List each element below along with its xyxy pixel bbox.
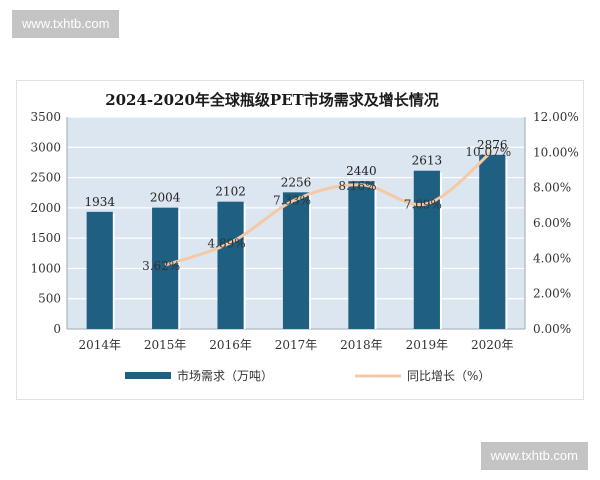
right-axis-tick-label: 2.00% (533, 287, 571, 301)
bar-value-label: 2256 (281, 175, 312, 189)
x-axis-tick-label: 2015年 (144, 338, 187, 352)
line-value-label: 3.62% (142, 259, 180, 273)
chart-title: 2024-2020年全球瓶级PET市场需求及增长情况 (105, 91, 439, 109)
growth-line (164, 149, 494, 267)
x-axis-labels: 2014年 2015年 2016年 2017年 2018年 2019年 2020年 (78, 338, 513, 352)
bar-series (86, 154, 508, 329)
right-axis-tick-label: 0.00% (533, 322, 571, 336)
legend-bar-swatch (125, 372, 171, 379)
line-value-label: 4.89% (208, 237, 246, 251)
bar-line-chart: 2024-2020年全球瓶级PET市场需求及增长情况 0 500 1000 1500 2… (30, 91, 579, 383)
left-axis-tick-label: 3000 (30, 140, 61, 154)
bar-value-label: 2876 (477, 138, 508, 152)
x-axis-tick-label: 2014年 (78, 338, 121, 352)
legend-line-label: 同比增长（%） (407, 369, 490, 383)
line-value-label: 10.07% (465, 145, 511, 159)
bar-value-labels: 1934 2004 2102 2256 2440 2613 2876 (84, 138, 507, 209)
bar (217, 201, 244, 329)
x-axis-tick-label: 2017年 (275, 338, 318, 352)
right-axis-tick-label: 10.00% (533, 145, 579, 159)
line-value-label: 7.09% (404, 198, 442, 212)
right-axis-tick-label: 4.00% (533, 251, 571, 265)
x-axis-tick-label: 2019年 (406, 338, 449, 352)
left-axis-tick-label: 1500 (30, 231, 61, 245)
left-axis-tick-label: 2000 (30, 201, 61, 215)
left-axis-tick-label: 3500 (30, 110, 61, 124)
x-axis-tick-label: 2016年 (209, 338, 252, 352)
right-axis-ticks: 0.00% 2.00% 4.00% 6.00% 8.00% 10.00% 12.00% (533, 110, 579, 336)
bar-value-label: 2613 (412, 154, 443, 168)
bar (479, 154, 506, 329)
line-value-label: 8.16% (338, 179, 376, 193)
left-axis-tick-label: 500 (38, 292, 61, 306)
line-series (164, 149, 494, 267)
bar-value-label: 2004 (150, 191, 181, 205)
bar (86, 211, 113, 329)
line-value-label: 7.33% (273, 194, 311, 208)
right-axis-tick-label: 12.00% (533, 110, 579, 124)
chart-frame: 2024-2020年全球瓶级PET市场需求及增长情况 0 500 1000 1500 2… (16, 80, 584, 400)
x-axis-tick-label: 2018年 (340, 338, 383, 352)
right-axis-tick-label: 6.00% (533, 216, 571, 230)
bar (413, 170, 440, 329)
bar-value-label: 2102 (215, 185, 246, 199)
bar-value-label: 1934 (84, 195, 115, 209)
bar (152, 207, 179, 329)
bar (348, 181, 375, 329)
left-axis-tick-label: 1000 (30, 261, 61, 275)
right-axis-tick-label: 8.00% (533, 181, 571, 195)
legend: 市场需求（万吨） 同比增长（%） (125, 368, 490, 383)
bar (282, 192, 310, 329)
left-axis-tick-label: 0 (53, 322, 61, 336)
bar-value-label: 2440 (346, 164, 377, 178)
watermark-top: www.txhtb.com (12, 10, 120, 38)
x-axis-tick-label: 2020年 (471, 338, 514, 352)
left-axis-tick-label: 2500 (30, 171, 61, 185)
legend-bar-label: 市场需求（万吨） (177, 368, 273, 383)
watermark-bottom: www.txhtb.com (480, 442, 588, 470)
line-value-labels: 3.62% 4.89% 7.33% 8.16% 7.09% 10.07% (142, 145, 511, 273)
left-axis-ticks: 0 500 1000 1500 2000 2500 3000 3500 (30, 110, 61, 336)
